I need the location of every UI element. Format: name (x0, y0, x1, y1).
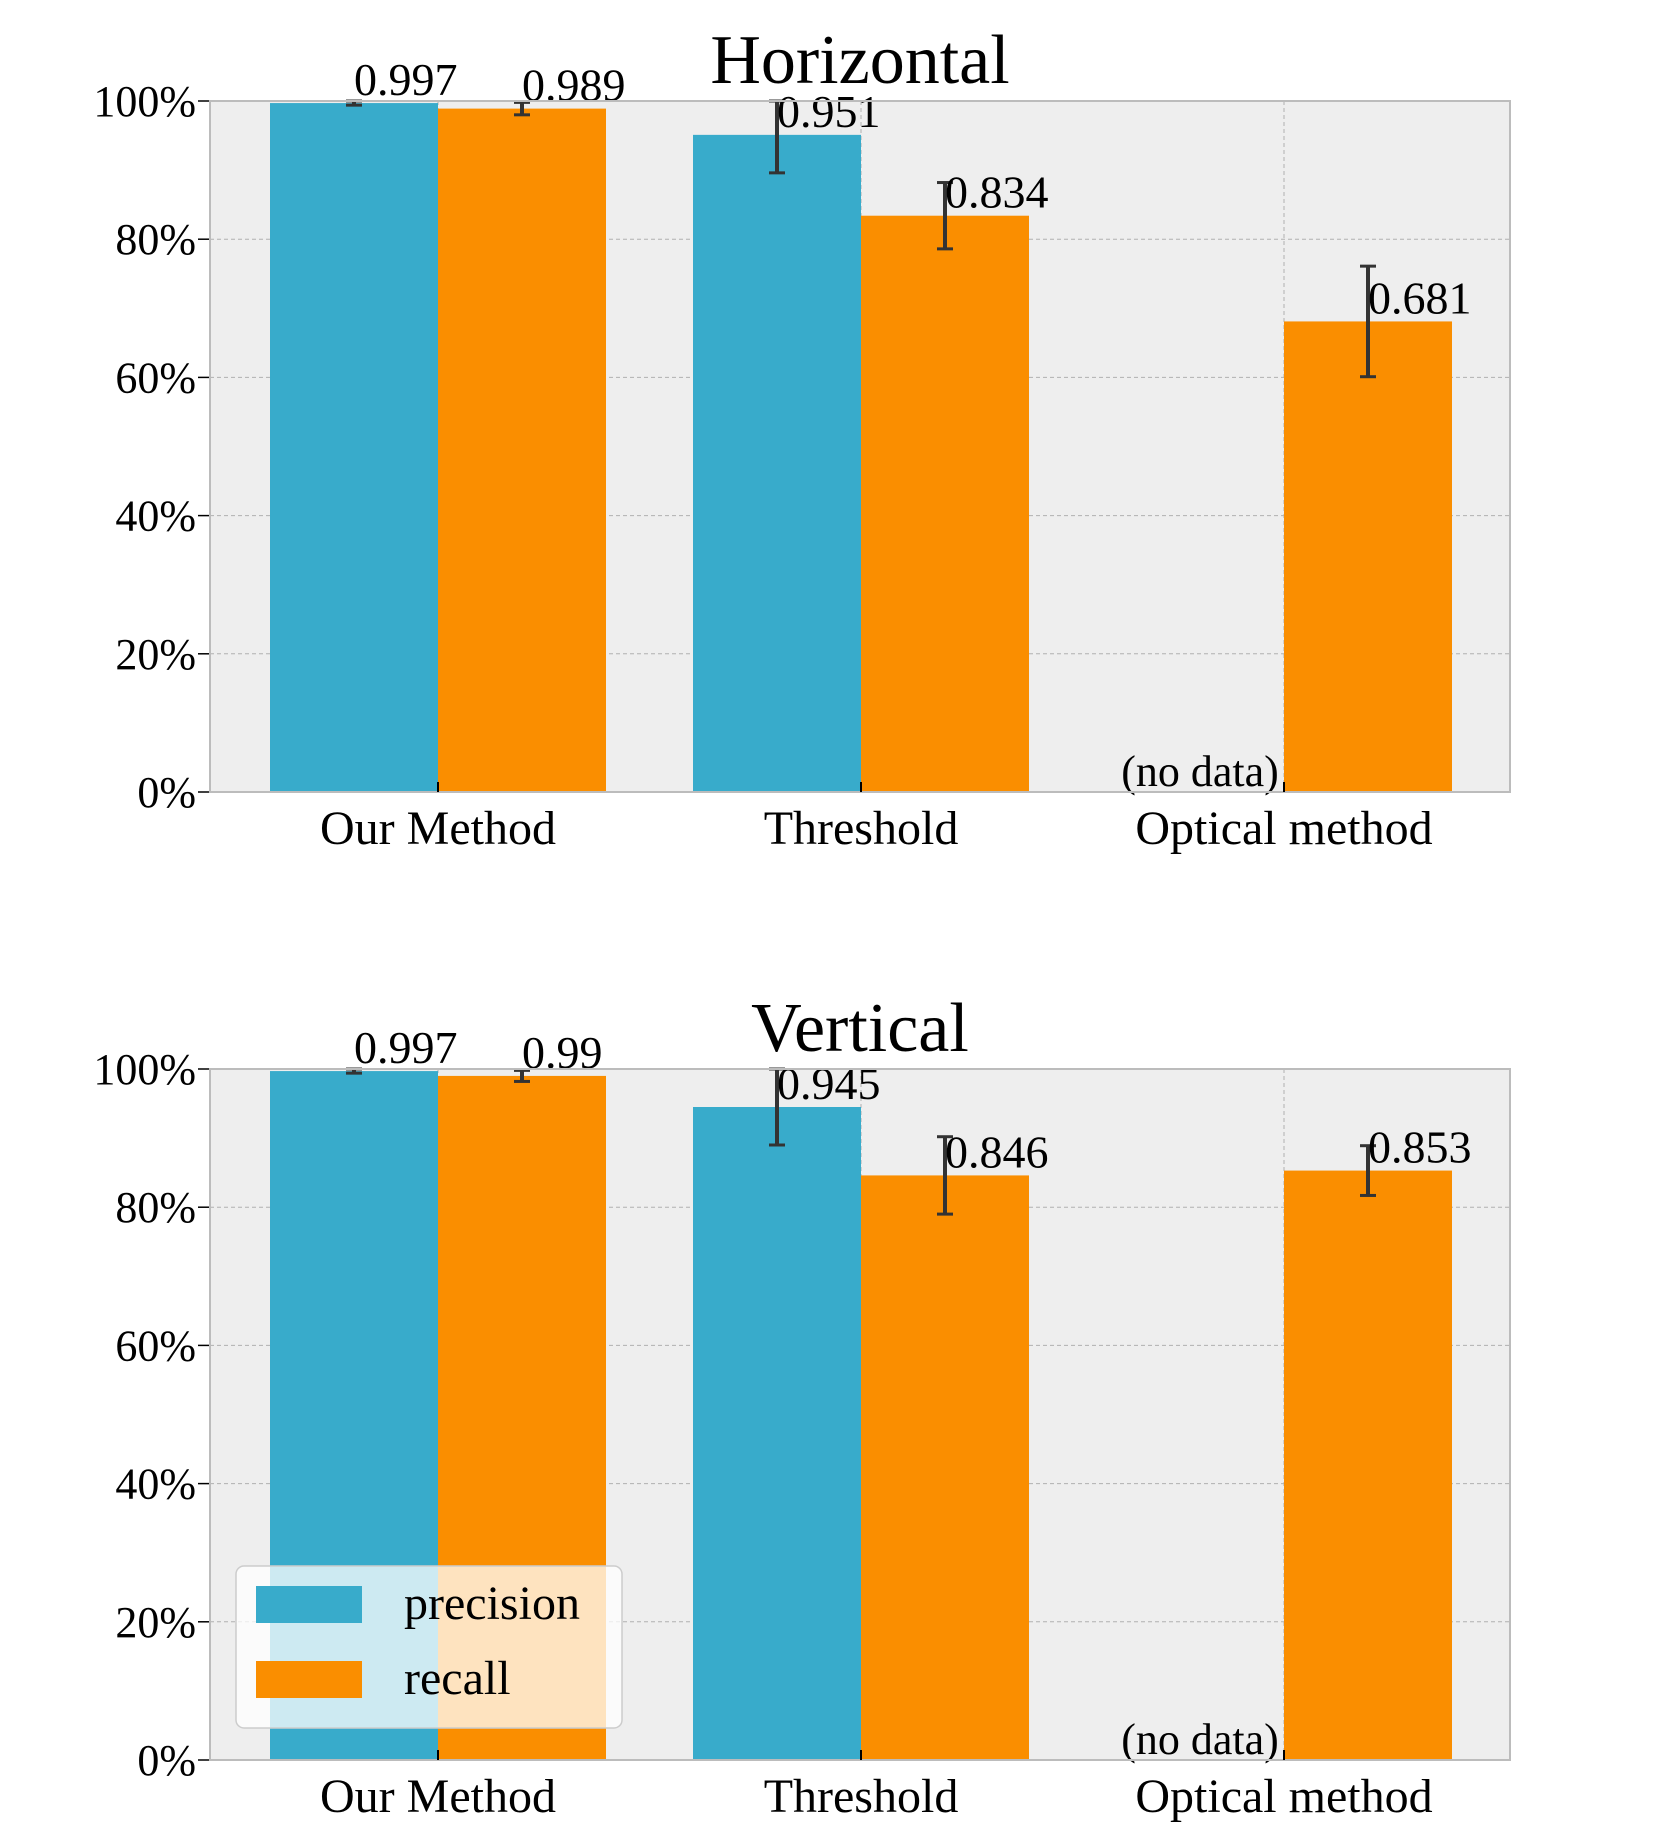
y-tick-label: 0% (137, 1736, 196, 1785)
x-tick-label: Our Method (320, 1770, 556, 1823)
bar-recall (861, 215, 1029, 792)
y-tick-label: 40% (115, 1460, 196, 1509)
bar-recall (438, 108, 606, 792)
value-label: 0.997 (354, 54, 458, 105)
legend-swatch-precision (256, 1586, 362, 1623)
y-tick-label: 0% (137, 768, 196, 817)
y-tick-label: 100% (93, 77, 196, 126)
value-label: 0.989 (522, 60, 626, 111)
chart-title: Vertical (751, 990, 969, 1067)
chart-panel-2: 0% 20% 40% 60% 80% 100% 0.997 0.945 0.99 0.846 0.8… (93, 990, 1511, 1823)
chart-title: Horizontal (710, 22, 1009, 99)
y-tick-label: 20% (115, 630, 196, 679)
bar-precision (270, 103, 438, 792)
bar-recall (1284, 1170, 1452, 1760)
legend: precision recall (235, 1565, 623, 1729)
bar-precision (693, 1107, 861, 1760)
legend-label-precision: precision (404, 1577, 580, 1630)
no-data-label: (no data) (1121, 747, 1279, 796)
x-tick-label: Threshold (764, 802, 959, 855)
y-tick-label: 60% (115, 353, 196, 402)
value-label: 0.951 (777, 86, 881, 137)
value-label: 0.681 (1368, 272, 1472, 323)
x-tick-label: Optical method (1135, 1770, 1432, 1823)
value-label: 0.945 (777, 1058, 881, 1109)
value-label: 0.834 (945, 167, 1049, 218)
y-tick-label: 100% (93, 1045, 196, 1094)
x-tick-label: Optical method (1135, 802, 1432, 855)
value-label: 0.997 (354, 1022, 458, 1073)
y-tick-label: 40% (115, 492, 196, 541)
y-tick-label: 20% (115, 1598, 196, 1647)
value-label: 0.846 (945, 1126, 1049, 1177)
y-tick-label: 80% (115, 1183, 196, 1232)
y-tick-label: 80% (115, 215, 196, 264)
y-tick-label: 60% (115, 1321, 196, 1370)
x-tick-label: Our Method (320, 802, 556, 855)
bar-recall (1284, 321, 1452, 792)
chart-panel-1: 0% 20% 40% 60% 80% 100% 0.997 0.951 0.989 0.834 0.… (93, 22, 1511, 855)
bar-precision (693, 134, 861, 792)
no-data-label: (no data) (1121, 1715, 1279, 1764)
value-label: 0.99 (522, 1027, 603, 1078)
value-label: 0.853 (1368, 1122, 1472, 1173)
legend-label-recall: recall (404, 1652, 511, 1705)
bar-recall (861, 1175, 1029, 1760)
x-tick-label: Threshold (764, 1770, 959, 1823)
legend-swatch-recall (256, 1661, 362, 1698)
